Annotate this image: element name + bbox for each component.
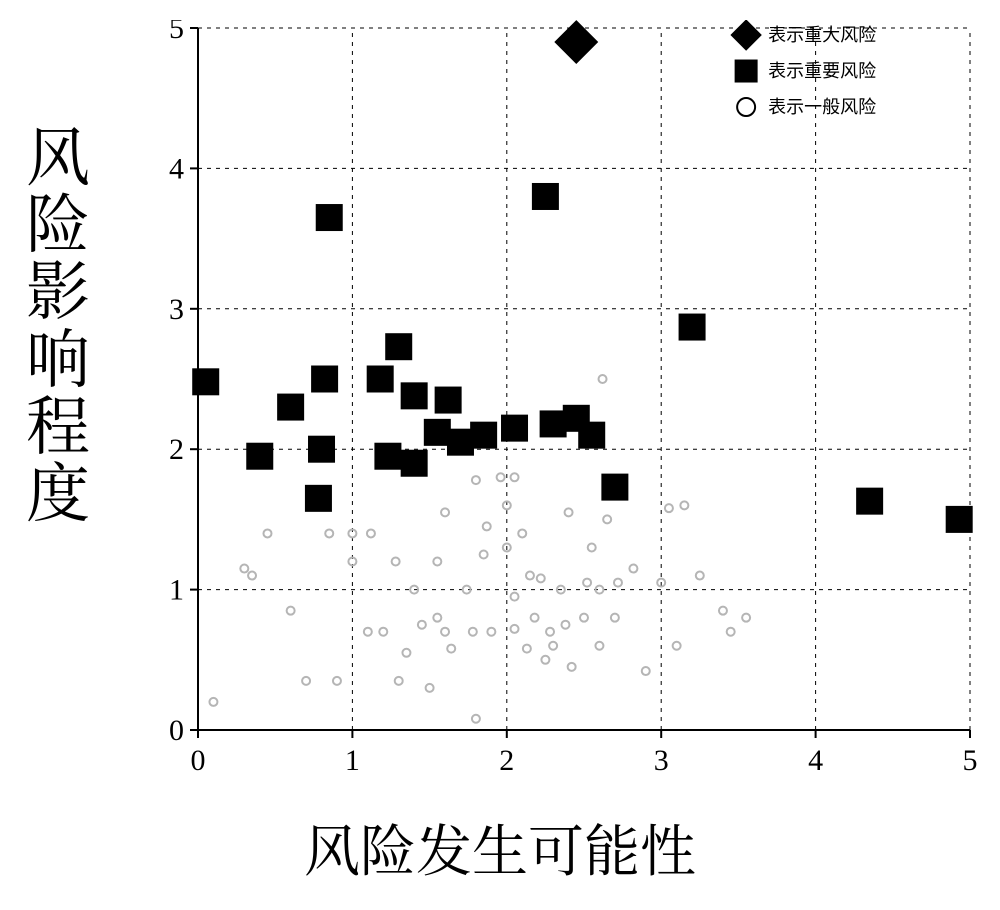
svg-text:4: 4 [169,152,184,185]
legend: 表示重大风险表示重要风险表示一般风险 [731,20,876,117]
svg-text:2: 2 [169,433,184,466]
svg-text:1: 1 [169,574,184,607]
svg-text:3: 3 [169,293,184,326]
scatter-plot: 0 1 2 3 4 5 0 1 2 3 4 5 表示重大风险表示重要风险表示一般风险 [150,20,980,790]
series-important [193,183,972,532]
svg-text:5: 5 [963,744,978,777]
x-axis-label: 风险发生可能性 [0,808,1000,888]
y-axis-label: 风 险 影 响 程 度 [18,120,98,523]
svg-text:3: 3 [654,744,669,777]
svg-text:5: 5 [169,20,184,45]
series-major [555,21,598,64]
svg-text:4: 4 [808,744,823,777]
y-char: 度 [18,456,98,523]
chart-container: 风 险 影 响 程 度 风险发生可能性 0 1 2 3 4 5 0 1 2 3 4 5 表示重大风险表示… [0,0,1000,910]
svg-text:表示一般风险: 表示一般风险 [768,97,876,117]
svg-text:0: 0 [169,714,184,747]
svg-text:表示重要风险: 表示重要风险 [768,61,876,81]
svg-text:2: 2 [499,744,514,777]
svg-text:1: 1 [345,744,360,777]
svg-text:0: 0 [191,744,206,777]
svg-text:表示重大风险: 表示重大风险 [768,25,876,45]
